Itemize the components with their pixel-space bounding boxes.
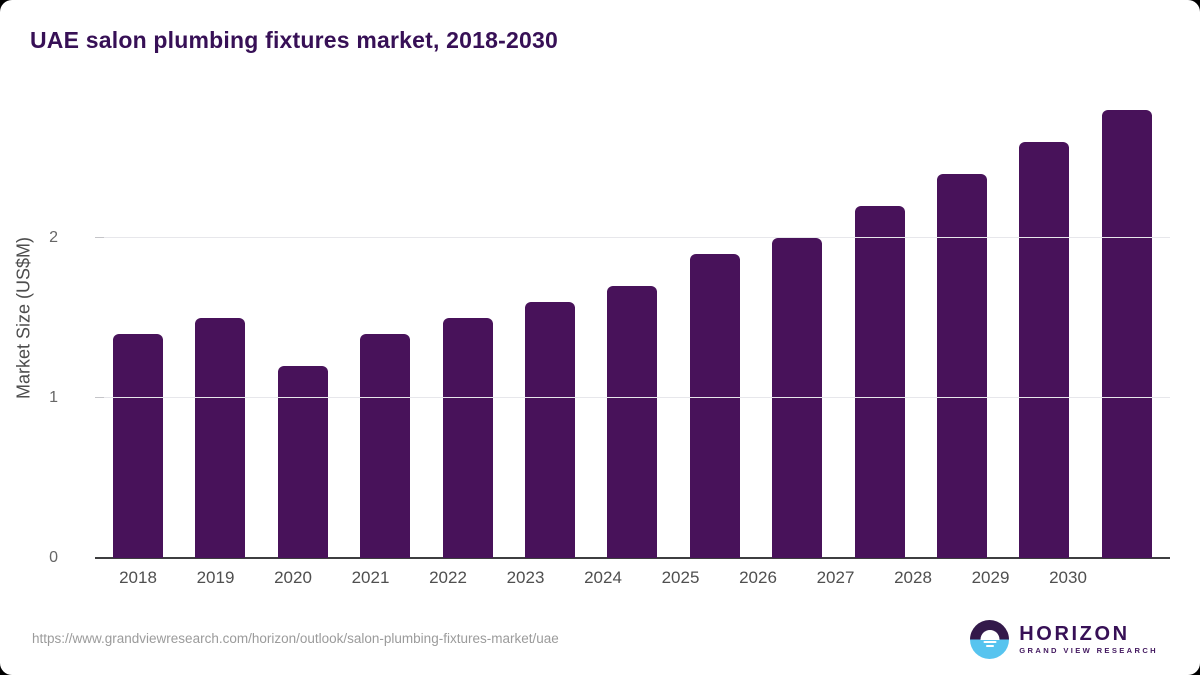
x-tick-label-2019: 2019 (196, 568, 235, 587)
plot-area: 0 1 2 (49, 90, 1170, 566)
gridline-y-1 (95, 397, 1170, 398)
bar-2025 (689, 254, 740, 558)
bar-2019 (195, 318, 246, 558)
x-tick-label-2027: 2027 (816, 568, 855, 587)
x-axis-labels: 2018 2019 2020 2021 2022 2023 2024 2025 2026 2027… (113, 568, 1093, 588)
x-tick-label-2028: 2028 (894, 568, 932, 587)
x-tick-label-2026: 2026 (739, 568, 777, 587)
bar-2030 (1101, 110, 1152, 558)
logo-name: HORIZON (1019, 623, 1130, 645)
y-tick-mark (95, 397, 104, 398)
y-tick-label-1: 1 (49, 389, 58, 406)
y-tick-label-0: 0 (49, 549, 58, 566)
bar-2020 (277, 366, 328, 558)
x-axis-line (95, 557, 1170, 559)
sun-icon (980, 629, 1000, 640)
y-axis-label: Market Size (US$M) (13, 236, 34, 400)
bar-2022 (442, 318, 493, 558)
gridline-y-2 (95, 237, 1170, 238)
ripple-line-icon (983, 641, 997, 643)
x-tick-label-2022: 2022 (429, 568, 467, 587)
x-tick-label-2030: 2030 (1049, 568, 1087, 587)
bar-2027 (854, 206, 905, 558)
logo-text: HORIZON GRAND VIEW RESEARCH (1019, 624, 1158, 655)
ripple-line-icon (985, 645, 994, 647)
bar-2026 (772, 238, 823, 558)
x-tick-label-2021: 2021 (351, 568, 390, 587)
chart-title: UAE salon plumbing fixtures market, 2018… (30, 27, 558, 53)
bars-row (113, 90, 1152, 558)
x-tick-label-2029: 2029 (971, 568, 1010, 587)
bar-2024 (607, 286, 658, 558)
x-tick-label-2025: 2025 (661, 568, 700, 587)
x-tick-label-2018: 2018 (119, 568, 157, 587)
y-tick-label-2: 2 (49, 229, 58, 246)
horizon-logo-icon (970, 620, 1010, 659)
bar-2028 (937, 174, 988, 558)
x-tick-label-2023: 2023 (506, 568, 545, 587)
brand-logo: HORIZON GRAND VIEW RESEARCH (970, 620, 1158, 659)
x-tick-label-2024: 2024 (584, 568, 622, 587)
bar-2023 (525, 302, 576, 558)
bar-2029 (1019, 142, 1070, 558)
y-tick-mark (95, 237, 104, 238)
logo-subtitle: GRAND VIEW RESEARCH (1019, 646, 1158, 655)
bar-2021 (360, 334, 411, 558)
x-tick-label-2020: 2020 (274, 568, 312, 587)
source-url: https://www.grandviewresearch.com/horizo… (32, 631, 559, 646)
bar-2018 (113, 334, 163, 558)
